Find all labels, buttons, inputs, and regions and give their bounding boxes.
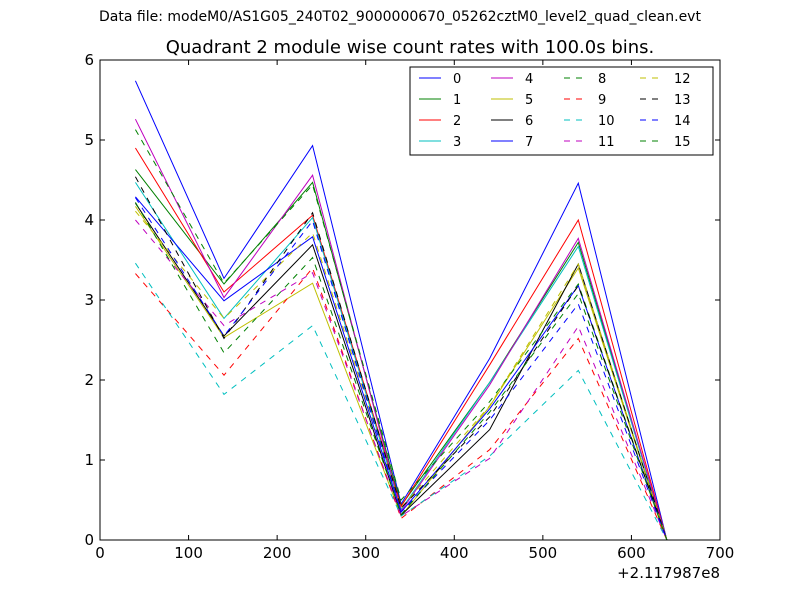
x-tick-label: 700 <box>706 544 735 562</box>
legend-frame <box>409 66 714 156</box>
series-line-13 <box>134 176 668 541</box>
legend-label-6: 6 <box>525 114 533 129</box>
legend-label-12: 12 <box>674 72 691 87</box>
series-line-8 <box>134 129 668 541</box>
series-line-1 <box>135 169 668 541</box>
y-tick-label: 0 <box>84 531 94 549</box>
series-line-14 <box>135 197 668 541</box>
legend-label-7: 7 <box>525 135 533 150</box>
x-tick-label: 200 <box>263 544 292 562</box>
series-line-15 <box>134 202 668 541</box>
legend-label-14: 14 <box>674 114 691 129</box>
legend-label-1: 1 <box>453 93 461 108</box>
x-tick-label: 100 <box>174 544 203 562</box>
series-line-9 <box>135 267 668 541</box>
y-tick-label: 4 <box>84 211 94 229</box>
x-tick-label: 300 <box>351 544 380 562</box>
legend-label-8: 8 <box>598 72 606 87</box>
y-tick-label: 3 <box>84 291 94 309</box>
series-line-12 <box>135 210 668 541</box>
series-line-3 <box>135 182 668 541</box>
legend-label-3: 3 <box>453 135 461 150</box>
legend-label-9: 9 <box>598 93 606 108</box>
series-line-2 <box>135 147 668 541</box>
series-line-5 <box>135 206 668 541</box>
x-tick-label: 500 <box>529 544 558 562</box>
series-line-7 <box>135 196 668 541</box>
legend-label-10: 10 <box>598 114 615 129</box>
legend-label-15: 15 <box>674 135 691 150</box>
series-layer <box>134 80 668 541</box>
y-tick-label: 5 <box>84 131 94 149</box>
series-line-4 <box>134 118 668 541</box>
axes-title: Quadrant 2 module wise count rates with … <box>165 37 655 58</box>
x-tick-label: 0 <box>95 544 105 562</box>
y-tick-label: 1 <box>84 451 94 469</box>
x-tick-label: 600 <box>617 544 646 562</box>
y-tick-label: 2 <box>84 371 94 389</box>
series-line-11 <box>135 219 668 541</box>
x-axis-offset-label: +2.117987e8 <box>617 564 720 582</box>
legend-label-11: 11 <box>598 135 615 150</box>
figure-suptitle: Data file: modeM0/AS1G05_240T02_90000006… <box>99 9 701 25</box>
legend-label-13: 13 <box>674 93 691 108</box>
legend-label-0: 0 <box>453 72 461 87</box>
legend-label-2: 2 <box>453 114 461 129</box>
y-tick-label: 6 <box>84 51 94 69</box>
series-line-10 <box>135 262 668 541</box>
x-tick-label: 400 <box>440 544 469 562</box>
legend-label-4: 4 <box>525 72 533 87</box>
legend-label-5: 5 <box>525 93 533 108</box>
